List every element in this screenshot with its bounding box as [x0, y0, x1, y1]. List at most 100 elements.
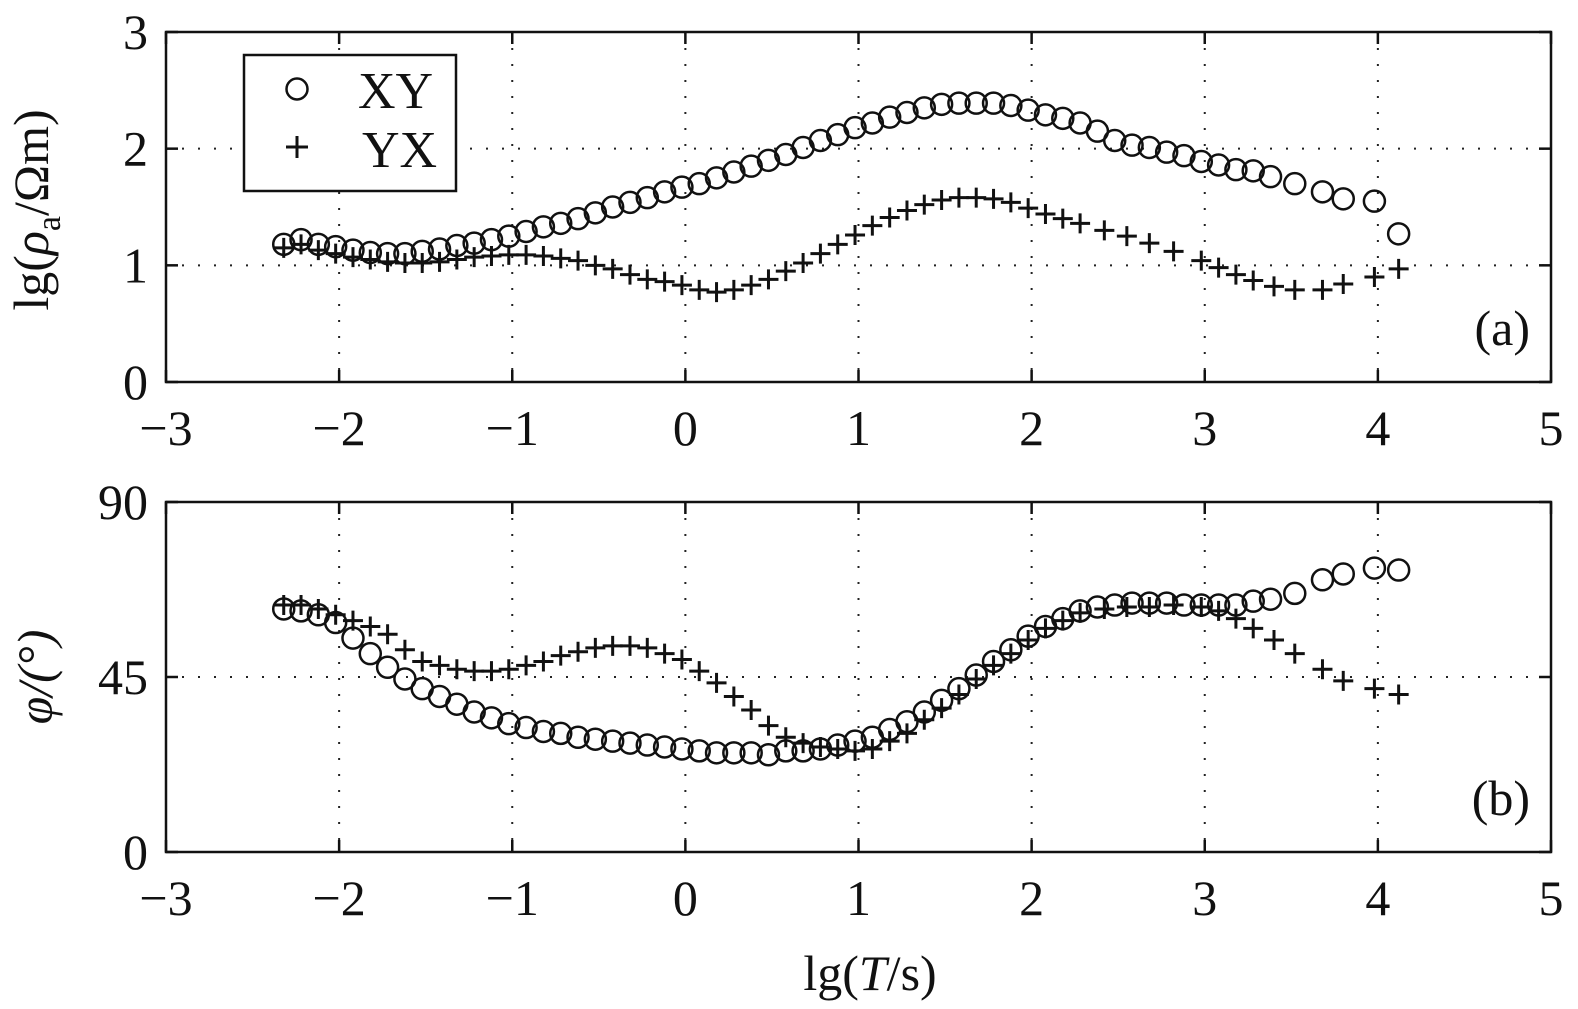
point-yx-a: [1388, 258, 1409, 279]
point-xy-a: [877, 105, 902, 129]
point-yx-a: [637, 269, 658, 290]
x-tick-label: 1: [846, 400, 871, 456]
point-yx-a: [412, 253, 433, 273]
legend-xy-marker: [285, 77, 309, 101]
point-yx-a: [342, 247, 363, 268]
point-yx-a: [1225, 264, 1246, 285]
point-yx-b: [1284, 643, 1305, 664]
point-xy-a: [1102, 128, 1127, 153]
point-yx-a: [481, 246, 502, 266]
point-yx-a: [1243, 270, 1264, 291]
point-yx-b: [931, 698, 952, 719]
point-xy-a: [1206, 153, 1231, 177]
point-yx-b: [481, 661, 502, 682]
x-tick-label: 1: [846, 870, 871, 926]
point-yx-b: [741, 700, 762, 721]
point-xy-a: [929, 92, 954, 117]
point-yx-b: [723, 686, 744, 707]
point-yx-a: [931, 190, 952, 210]
point-xy-b: [739, 741, 763, 765]
point-xy-b: [635, 733, 660, 757]
point-yx-b: [585, 637, 606, 658]
point-xy-a: [912, 96, 937, 120]
point-xy-b: [618, 731, 642, 755]
point-xy-a: [1120, 133, 1144, 157]
point-xy-a: [704, 166, 729, 190]
x-tick-label: 5: [1539, 400, 1564, 456]
point-yx-a: [1035, 204, 1056, 224]
point-yx-a: [1116, 226, 1137, 247]
point-xy-a: [652, 180, 677, 204]
point-xy-b: [393, 667, 417, 691]
point-yx-a: [827, 234, 848, 255]
point-yx-a: [914, 194, 935, 215]
point-yx-a: [585, 255, 606, 276]
point-xy-b: [1310, 568, 1335, 592]
point-yx-b: [1225, 608, 1246, 629]
x-tick-label: 0: [673, 400, 698, 456]
point-xy-a: [635, 185, 660, 210]
point-yx-b: [568, 641, 589, 662]
point-yx-b: [896, 723, 917, 744]
point-xy-b: [1258, 587, 1283, 611]
point-xy-b: [497, 711, 521, 736]
point-xy-a: [583, 201, 608, 225]
point-xy-b: [687, 739, 711, 763]
point-yx-a: [325, 243, 346, 264]
point-yx-a: [983, 188, 1004, 209]
point-xy-a: [566, 206, 590, 231]
point-yx-b: [360, 616, 381, 637]
point-yx-b: [550, 645, 571, 666]
point-yx-a: [1139, 233, 1160, 254]
point-yx-b: [827, 738, 848, 759]
point-yx-b: [775, 727, 796, 748]
point-xy-b: [1283, 581, 1307, 606]
point-yx-b: [1116, 597, 1137, 617]
point-xy-a: [531, 215, 556, 239]
point-xy-a: [843, 115, 867, 140]
point-yx-b: [793, 733, 814, 754]
point-xy-a: [548, 211, 573, 236]
x-tick-label: −3: [139, 400, 192, 456]
point-xy-b: [548, 721, 573, 746]
point-yx-b: [308, 598, 329, 619]
point-yx-a: [1364, 267, 1385, 287]
point-xy-a: [1189, 149, 1214, 174]
point-yx-b: [1191, 597, 1212, 617]
legend-box: [242, 53, 458, 193]
point-yx-a: [845, 225, 866, 245]
point-yx-b: [516, 655, 537, 676]
point-xy-b: [1386, 558, 1411, 582]
panel-b-label: (b): [1472, 770, 1530, 826]
point-xy-a: [1331, 187, 1355, 211]
point-xy-a: [687, 171, 711, 196]
point-yx-b: [862, 738, 883, 759]
point-xy-a: [1224, 157, 1248, 182]
point-yx-b: [325, 604, 346, 625]
point-yx-a: [1000, 192, 1021, 213]
panel-b-data-marks: [271, 556, 1411, 767]
point-yx-a: [654, 271, 675, 292]
point-yx-b: [914, 709, 935, 730]
point-yx-b: [1243, 618, 1264, 639]
point-yx-a: [758, 269, 779, 290]
point-xy-a: [981, 91, 1006, 115]
point-xy-b: [1362, 556, 1387, 580]
point-yx-a: [291, 234, 312, 255]
point-yx-b: [1035, 618, 1056, 639]
panel-a-label: (a): [1475, 300, 1531, 356]
panel-a-apparent-resistivity: −3 −2 −1 0 1 2 3 4 5 0 1 2 3 XY YX (a) lg(ρa/Ωm): [3, 4, 1564, 456]
point-xy-b: [514, 715, 538, 740]
x-axis-title: lg(T/s): [803, 945, 936, 1001]
point-yx-a: [602, 258, 623, 279]
point-xy-b: [1154, 591, 1179, 615]
point-xy-b: [341, 626, 365, 650]
point-xy-b: [479, 706, 504, 730]
point-xy-b: [462, 700, 486, 724]
panel-a-y-axis-title: lg(ρa/Ωm): [3, 109, 68, 310]
point-yx-b: [1208, 600, 1229, 621]
point-xy-a: [895, 100, 919, 125]
point-yx-a: [948, 187, 969, 208]
